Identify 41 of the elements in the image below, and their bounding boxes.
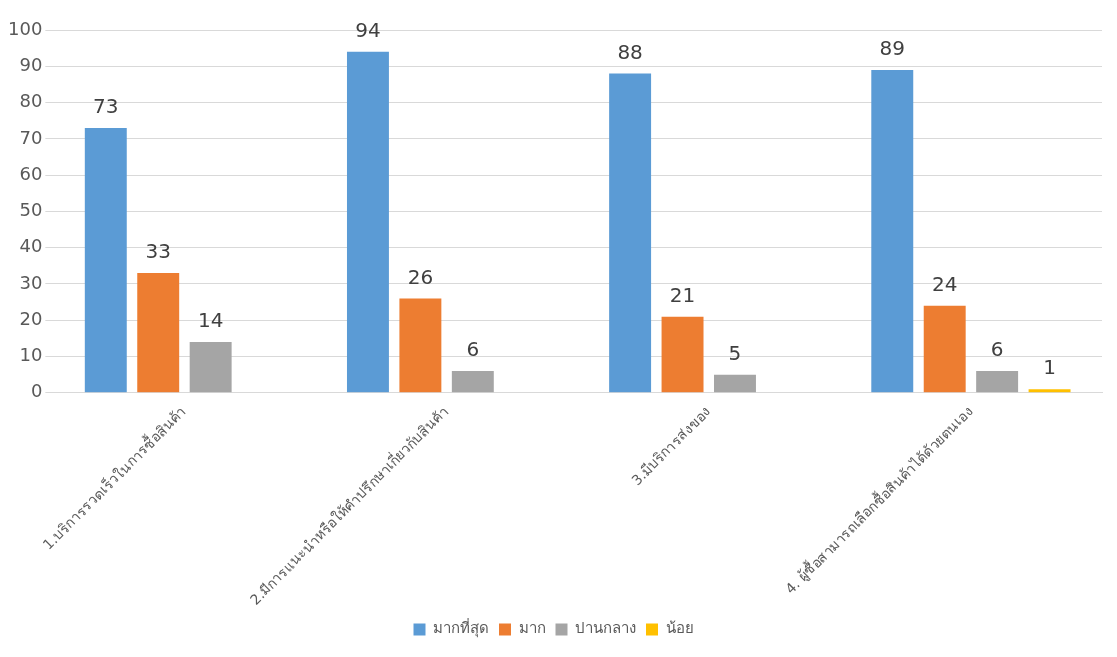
bar: [976, 371, 1019, 393]
bar: [137, 273, 180, 393]
y-tick-label: 90: [19, 53, 43, 75]
bar: [661, 316, 704, 393]
data-label: 1: [1043, 355, 1056, 380]
bar: [346, 51, 389, 393]
data-label: 24: [931, 271, 958, 296]
bar: [871, 69, 914, 393]
legend-label: ปานกลาง: [575, 619, 636, 638]
data-label: 94: [355, 17, 381, 42]
legend-label: มาก: [518, 619, 546, 638]
bar: [84, 127, 127, 393]
y-tick-label: 30: [19, 271, 43, 293]
y-tick-label: 60: [19, 162, 43, 184]
data-label: 21: [669, 282, 696, 307]
y-tick-label: 50: [19, 199, 43, 221]
y-tick-label: 0: [30, 380, 43, 402]
legend-label: น้อย: [665, 619, 694, 638]
bar: [1028, 389, 1071, 393]
y-tick-label: 80: [19, 90, 43, 112]
data-label: 26: [407, 264, 434, 289]
bar: [189, 342, 232, 393]
data-label: 5: [728, 340, 742, 365]
data-label: 89: [879, 36, 905, 61]
data-label: 33: [145, 239, 171, 264]
y-tick-label: 20: [19, 307, 43, 329]
bar: [923, 305, 966, 393]
y-tick-label: 100: [8, 17, 43, 39]
data-label: 73: [93, 94, 119, 119]
data-label: 14: [197, 308, 224, 333]
legend-label: มากที่สุด: [433, 617, 489, 639]
data-label: 6: [990, 337, 1004, 362]
y-tick-label: 70: [19, 126, 43, 148]
bar: [714, 374, 756, 393]
y-tick-label: 10: [19, 344, 43, 366]
bar: [609, 73, 652, 393]
bar: [451, 371, 494, 393]
data-label: 6: [466, 337, 480, 362]
y-tick-label: 40: [19, 235, 43, 257]
bar: [399, 298, 442, 393]
data-label: 88: [617, 39, 643, 64]
